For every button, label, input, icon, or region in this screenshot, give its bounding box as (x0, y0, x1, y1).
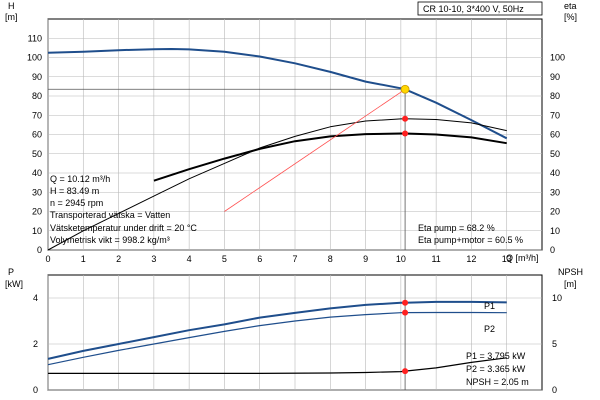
x-tick-label: 0 (45, 254, 50, 264)
top-left-tick-label: 40 (32, 168, 42, 178)
npsh-curve (48, 357, 507, 374)
x-tick-label: 11 (431, 254, 440, 264)
eta-pump-motor-curve (153, 132, 507, 182)
info-npsh: NPSH = 2.05 m (466, 377, 529, 387)
info-p1: P1 = 3.795 kW (466, 351, 526, 361)
top-right-tick-label: 20 (550, 207, 560, 217)
bottom-left-tick-label: 4 (33, 293, 38, 303)
bottom-left-tick-label: 0 (33, 385, 38, 395)
npsh-marker (402, 368, 409, 375)
x-tick-label: 2 (116, 254, 121, 264)
duty-point-h-marker (400, 84, 410, 94)
x-tick-label: 13 (502, 254, 512, 264)
top-right-tick-label: 0 (550, 245, 555, 255)
top-left-tick-label: 60 (32, 130, 42, 140)
x-tick-label: 3 (151, 254, 156, 264)
top-left-tick-label: 110 (28, 33, 42, 43)
bottom-right-axis-title-2: [m] (564, 279, 577, 289)
top-right-tick-label: 60 (550, 130, 560, 140)
info-density: Volymetrisk vikt = 998.2 kg/m³ (50, 235, 170, 245)
x-tick-label: 5 (222, 254, 227, 264)
x-tick-label: 12 (466, 254, 476, 264)
info-temperature: Vätsketemperatur under drift = 20 °C (50, 223, 197, 233)
top-left-tick-label: 70 (32, 110, 42, 120)
top-left-tick-label: 0 (37, 245, 42, 255)
top-right-tick-label: 50 (550, 149, 560, 159)
bottom-right-tick-label: 5 (552, 339, 557, 349)
p1-series-label: P1 (484, 301, 495, 311)
top-left-tick-label: 20 (32, 207, 42, 217)
pump-label-box (417, 1, 543, 16)
operating-point-info: Q = 10.12 m³/h H = 83.49 m n = 2945 rpm … (50, 174, 197, 245)
bottom-right-axis-title-1: NPSH (558, 267, 583, 277)
top-left-tick-label: 90 (32, 72, 42, 82)
top-left-tick-label: 100 (27, 53, 42, 63)
x-tick-label: 1 (81, 254, 86, 264)
top-left-axis-title-2: [m] (5, 12, 18, 22)
top-left-tick-label: 10 (32, 226, 42, 236)
bottom-left-axis-title-1: P (8, 267, 14, 277)
p2-curve (47, 311, 507, 366)
system-curve (224, 88, 406, 212)
x-tick-label: 7 (292, 254, 297, 264)
tick-labels: 0 1 2 3 4 5 6 7 8 9 10 11 12 130102030405060708090100… (27, 33, 565, 395)
bottom-left-axis-title-2: [kW] (5, 279, 23, 289)
bottom-curves (47, 300, 507, 374)
top-curves (47, 48, 508, 251)
info-liquid: Transporterad vätska = Vatten (50, 210, 170, 220)
bottom-right-tick-label: 0 (552, 385, 557, 395)
p1-curve (47, 300, 507, 360)
top-right-tick-label: 30 (550, 187, 560, 197)
pump-label: CR 10-10, 3*400 V, 50Hz (423, 4, 524, 14)
p1-marker (402, 299, 409, 306)
info-p2: P2 = 3.365 kW (466, 364, 526, 374)
x-tick-label: 10 (396, 254, 406, 264)
top-right-axis-title-1: eta (564, 1, 577, 11)
top-right-tick-label: 70 (550, 110, 560, 120)
top-right-axis-title-2: [%] (564, 12, 577, 22)
top-right-tick-label: 40 (550, 168, 560, 178)
top-left-tick-label: 30 (32, 187, 42, 197)
info-eta-pump-motor: Eta pump+motor = 60.5 % (418, 235, 523, 245)
x-tick-label: 9 (363, 254, 368, 264)
top-right-tick-label: 90 (550, 72, 560, 82)
x-tick-label: 8 (328, 254, 333, 264)
x-tick-label: 4 (187, 254, 192, 264)
top-left-tick-label: 80 (32, 91, 42, 101)
info-eta-pump: Eta pump = 68.2 % (418, 223, 495, 233)
eta-pump-curve (47, 118, 507, 251)
x-tick-label: 6 (257, 254, 262, 264)
top-right-tick-label: 80 (550, 91, 560, 101)
bottom-left-tick-label: 2 (33, 339, 38, 349)
efficiency-info: Eta pump = 68.2 % Eta pump+motor = 60.5 … (418, 223, 523, 245)
bottom-grid (47, 275, 542, 391)
info-n: n = 2945 rpm (50, 198, 103, 208)
top-right-tick-label: 100 (550, 53, 565, 63)
h-curve (47, 48, 508, 140)
eta-pump-motor-marker (402, 130, 409, 137)
top-right-tick-label: 10 (550, 226, 560, 236)
bottom-right-tick-label: 10 (552, 293, 562, 303)
top-left-tick-label: 50 (32, 149, 42, 159)
eta-pump-marker (402, 115, 409, 122)
info-q: Q = 10.12 m³/h (50, 174, 110, 184)
info-h: H = 83.49 m (50, 186, 99, 196)
p2-marker (402, 309, 409, 316)
x-axis-title: Q [m³/h] (506, 253, 539, 263)
duty-point-markers (400, 84, 410, 375)
p2-series-label: P2 (484, 324, 495, 334)
power-info: P1 = 3.795 kW P2 = 3.365 kW NPSH = 2.05 … (466, 351, 529, 387)
top-left-axis-title-1: H (8, 1, 15, 11)
